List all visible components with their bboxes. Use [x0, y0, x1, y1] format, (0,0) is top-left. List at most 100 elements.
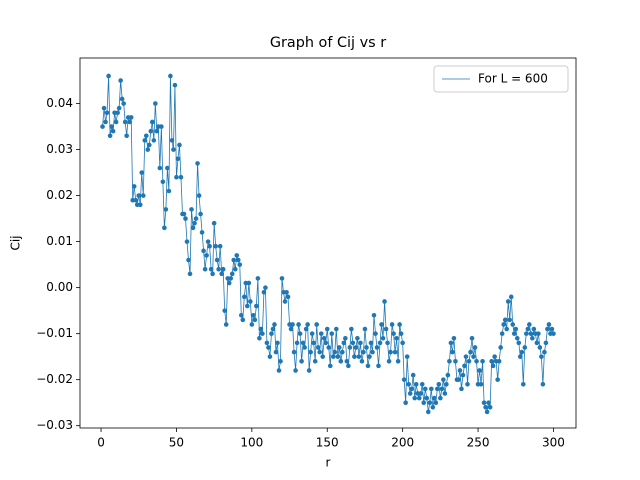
point [235, 257, 241, 263]
point [445, 372, 451, 378]
legend-box [433, 65, 569, 93]
point [341, 340, 347, 346]
point [444, 381, 449, 387]
point [404, 354, 410, 359]
point [359, 358, 365, 364]
point [190, 225, 196, 231]
point [323, 340, 329, 346]
point [429, 386, 434, 392]
point [539, 354, 544, 359]
point [430, 404, 436, 410]
point [252, 317, 258, 323]
point [142, 138, 148, 143]
point [106, 73, 111, 79]
point [484, 409, 490, 415]
point [258, 326, 264, 332]
point [483, 404, 488, 410]
point [315, 345, 321, 350]
point [492, 354, 497, 359]
point [543, 340, 549, 346]
point [450, 349, 455, 355]
point [498, 345, 503, 350]
point [282, 299, 288, 304]
point [145, 147, 151, 152]
point [462, 363, 467, 369]
point [293, 368, 298, 373]
point [220, 266, 226, 272]
point [136, 193, 142, 198]
point [198, 211, 203, 217]
point [143, 133, 149, 139]
point [309, 331, 315, 336]
point [439, 386, 445, 392]
point [175, 156, 181, 162]
point [121, 101, 126, 106]
point [109, 124, 114, 129]
y-tick-label: −0.03 [36, 418, 73, 432]
point [344, 358, 350, 364]
point [410, 372, 416, 378]
point [371, 312, 377, 318]
point [528, 331, 534, 336]
point [159, 124, 164, 129]
point [477, 368, 482, 373]
point [211, 220, 217, 226]
point [255, 276, 261, 281]
point [489, 358, 494, 364]
point [502, 317, 508, 323]
point [254, 303, 259, 309]
point [499, 331, 505, 336]
point [269, 331, 274, 336]
point [373, 331, 378, 336]
point [374, 345, 380, 350]
point [435, 386, 440, 392]
point [395, 358, 401, 364]
point [104, 110, 110, 116]
point [465, 381, 470, 387]
point [157, 165, 163, 171]
point [433, 400, 439, 405]
x-tick-label: 250 [467, 436, 490, 450]
point [409, 386, 414, 392]
point [153, 101, 158, 106]
point [103, 119, 108, 125]
point [290, 322, 295, 327]
point [418, 391, 424, 396]
point [459, 386, 464, 392]
point [343, 335, 348, 341]
point [522, 345, 528, 350]
y-tick-label: 0.04 [46, 96, 73, 110]
point [398, 331, 404, 336]
point [507, 317, 513, 323]
point [524, 331, 529, 336]
point [116, 105, 122, 111]
point [376, 363, 381, 369]
x-tick-label: 100 [240, 436, 263, 450]
point [346, 363, 351, 369]
point [296, 322, 301, 327]
point [542, 349, 547, 355]
point [517, 354, 523, 359]
point [213, 243, 218, 249]
point [242, 294, 247, 300]
point [329, 331, 335, 336]
y-tick-label: 0.01 [46, 234, 73, 248]
point [311, 340, 316, 346]
plot-frame [79, 57, 577, 429]
point [394, 335, 399, 341]
point [245, 303, 250, 309]
point [208, 266, 214, 272]
point [192, 220, 197, 226]
point [140, 193, 146, 198]
point [460, 372, 466, 378]
point [122, 119, 128, 125]
point [365, 363, 371, 369]
point [137, 202, 143, 208]
point [320, 354, 326, 359]
point [350, 340, 356, 346]
point [367, 354, 372, 359]
point [169, 138, 175, 143]
point [510, 322, 516, 327]
point [270, 326, 276, 332]
point [238, 312, 244, 318]
